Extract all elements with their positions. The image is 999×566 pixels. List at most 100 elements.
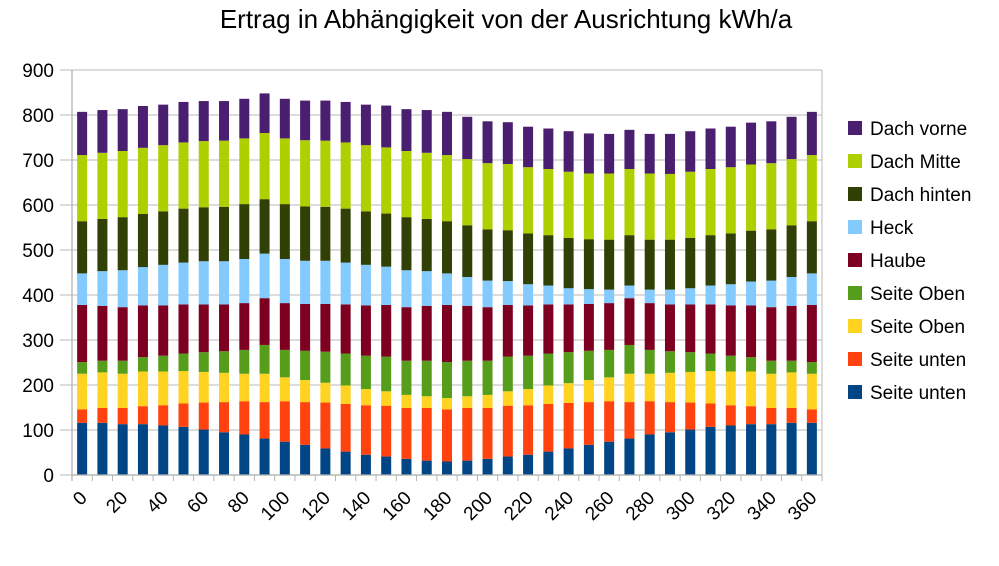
bar-segment-7-30 <box>137 147 148 214</box>
bar-segment-0-110 <box>300 444 311 475</box>
bar-segment-2-40 <box>158 371 169 406</box>
bar-segment-5-230 <box>543 285 554 305</box>
bar-segment-6-150 <box>381 213 392 267</box>
bar-segment-2-50 <box>178 371 189 404</box>
bar-segment-8-300 <box>685 131 696 172</box>
bar-segment-3-0 <box>77 362 88 374</box>
bar-segment-1-320 <box>725 405 736 426</box>
bar-segment-4-110 <box>300 304 311 351</box>
bar-segment-4-20 <box>117 307 128 361</box>
bar-segment-5-140 <box>360 264 371 306</box>
y-tick-label: 600 <box>22 196 54 217</box>
bar-segment-2-80 <box>239 373 250 402</box>
bar-segment-0-170 <box>421 460 432 475</box>
bar-segment-6-40 <box>158 211 169 265</box>
bar-segment-3-230 <box>543 353 554 386</box>
bar-segment-0-50 <box>178 426 189 475</box>
bar-segment-6-70 <box>219 206 230 262</box>
bar-segment-8-180 <box>442 111 452 156</box>
bar-segment-1-10 <box>97 407 108 423</box>
bar-segment-4-250 <box>583 304 594 351</box>
x-tick-label: 140 <box>338 488 375 525</box>
bar-segment-6-320 <box>725 233 736 285</box>
bar-segment-7-160 <box>401 151 412 218</box>
bar-segment-0-230 <box>543 451 554 475</box>
bar-segment-6-200 <box>482 229 493 281</box>
bar-segment-3-320 <box>725 355 736 372</box>
bar-segment-1-20 <box>117 407 128 425</box>
bar-segment-7-300 <box>685 171 696 238</box>
bar-segment-6-190 <box>462 225 473 277</box>
legend-swatch <box>848 154 862 168</box>
bar-segment-7-360 <box>806 155 817 222</box>
bar-segment-2-60 <box>198 371 209 403</box>
bar-segment-7-40 <box>158 145 169 212</box>
bar-segment-8-170 <box>421 110 432 153</box>
bar-segment-7-50 <box>178 142 189 209</box>
bar-segment-5-30 <box>137 267 148 306</box>
bar-segment-6-120 <box>320 206 331 261</box>
bar-segment-5-280 <box>644 289 655 304</box>
bar-segment-2-270 <box>624 373 635 403</box>
bar-segment-7-170 <box>421 152 432 219</box>
bar-segment-1-150 <box>381 405 392 457</box>
bar-segment-4-270 <box>624 298 635 345</box>
bar-segment-4-180 <box>442 304 452 363</box>
bar-segment-0-290 <box>664 432 675 475</box>
bar-segment-8-20 <box>117 109 128 151</box>
legend-swatch <box>848 220 862 234</box>
bar-segment-7-330 <box>746 164 757 231</box>
bar-segment-8-0 <box>77 111 88 156</box>
legend-swatch <box>848 319 862 333</box>
bar-segment-0-30 <box>137 424 148 475</box>
x-tick-label: 160 <box>379 488 416 525</box>
bar-segment-8-340 <box>766 121 777 164</box>
bar-segment-6-360 <box>806 221 817 274</box>
bar-segment-2-120 <box>320 382 331 403</box>
bar-segment-4-0 <box>77 304 88 363</box>
bar-segment-3-170 <box>421 360 432 397</box>
bar-segment-1-90 <box>259 402 270 439</box>
bar-segment-1-240 <box>563 403 574 449</box>
bar-segment-7-80 <box>239 138 250 205</box>
bar-segment-8-100 <box>279 98 290 139</box>
bar-segment-3-20 <box>117 360 128 374</box>
bar-segment-4-130 <box>340 304 351 354</box>
bar-segment-4-160 <box>401 307 412 361</box>
bar-segment-0-280 <box>644 434 655 475</box>
bar-segment-8-60 <box>198 101 209 142</box>
bar-segment-7-60 <box>198 141 209 208</box>
bar-segment-2-190 <box>462 396 473 408</box>
bar-segment-4-10 <box>97 305 108 361</box>
bar-segment-7-100 <box>279 138 290 205</box>
bar-segment-8-310 <box>705 128 716 169</box>
bar-segment-8-130 <box>340 101 351 143</box>
bar-segment-4-360 <box>806 304 817 363</box>
bar-segment-5-320 <box>725 284 736 306</box>
bar-segment-4-300 <box>685 304 696 353</box>
bar-segment-2-20 <box>117 373 128 408</box>
bar-segment-0-0 <box>77 422 88 475</box>
bar-segment-8-190 <box>462 116 473 160</box>
bar-segment-7-190 <box>462 159 473 226</box>
x-tick-label: 280 <box>622 488 659 525</box>
bar-segment-0-210 <box>502 456 513 475</box>
bar-segment-7-270 <box>624 169 635 236</box>
bar-segment-4-260 <box>604 303 615 350</box>
bar-segment-0-340 <box>766 424 777 475</box>
legend-label: Seite Oben <box>870 284 965 305</box>
bar-segment-8-230 <box>543 128 554 169</box>
bar-segment-6-180 <box>442 221 452 274</box>
x-tick-label: 180 <box>419 488 456 525</box>
bar-segment-1-70 <box>219 402 230 433</box>
bar-segment-4-210 <box>502 304 513 357</box>
bar-segment-6-160 <box>401 217 412 271</box>
bar-segment-4-320 <box>725 305 736 356</box>
bar-segment-7-140 <box>360 145 371 212</box>
bar-segment-2-10 <box>97 372 108 408</box>
bar-segment-6-240 <box>563 237 574 289</box>
bar-segment-5-70 <box>219 261 230 305</box>
bar-segment-5-100 <box>279 259 290 304</box>
legend-label: Dach hinten <box>870 185 971 206</box>
bar-segment-5-160 <box>401 270 412 308</box>
